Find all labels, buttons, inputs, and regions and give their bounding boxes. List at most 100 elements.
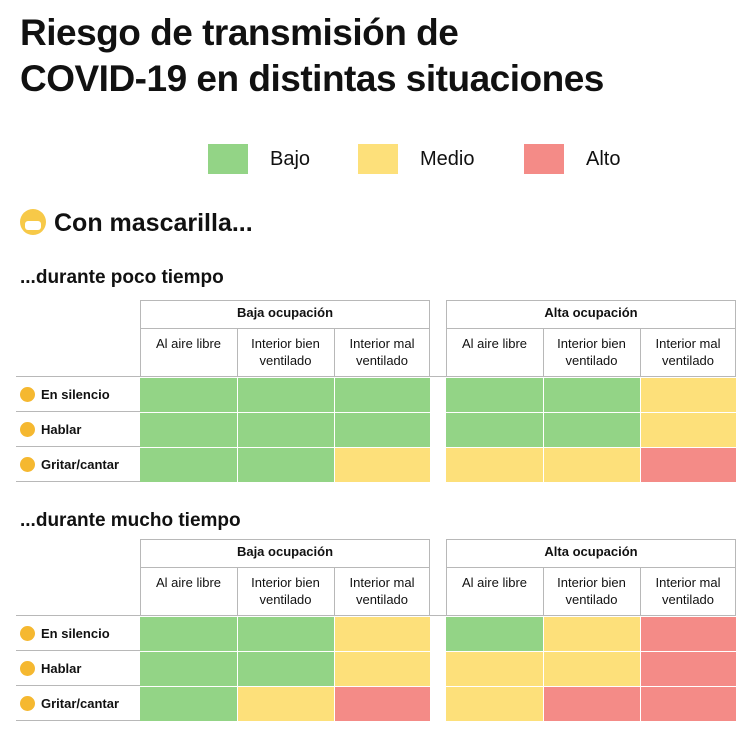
- risk-cell: [335, 687, 430, 721]
- row-separator: [16, 685, 140, 686]
- column-header: Interior bien ventilado: [557, 336, 626, 368]
- column-divider: [237, 328, 238, 376]
- legend-swatch-alto: [524, 144, 564, 174]
- group-frame-left: [446, 539, 447, 615]
- mask-face-icon: [20, 209, 46, 235]
- column-header: Interior mal ventilado: [349, 575, 415, 607]
- risk-table-long: Baja ocupación Al aire libre Interior bien…: [0, 539, 754, 721]
- face-emoji-icon: [20, 626, 35, 641]
- risk-cell: [140, 413, 237, 447]
- header-baseline: [16, 615, 736, 616]
- column-divider: [640, 328, 641, 376]
- row-label: Hablar: [16, 412, 140, 447]
- group-header: Baja ocupación: [236, 544, 334, 559]
- column-divider: [640, 567, 641, 615]
- risk-cell: [544, 413, 640, 447]
- column-header: Interior bien ventilado: [251, 336, 320, 368]
- column-header: Interior mal ventilado: [655, 336, 721, 368]
- risk-cell: [140, 652, 237, 686]
- header-baseline: [16, 376, 736, 377]
- column-divider: [237, 567, 238, 615]
- row-label: Hablar: [16, 651, 140, 686]
- risk-cell: [446, 413, 543, 447]
- risk-cell: [446, 687, 543, 721]
- risk-cell: [641, 617, 736, 651]
- row-label-text: En silencio: [41, 387, 110, 402]
- group-header: Baja ocupación: [236, 305, 334, 320]
- group-frame-right: [429, 539, 430, 615]
- column-header: Al aire libre: [461, 336, 528, 351]
- risk-cell: [446, 617, 543, 651]
- legend-label-medio: Medio: [420, 148, 475, 170]
- risk-cell: [446, 378, 543, 412]
- column-header: Interior bien ventilado: [557, 575, 626, 607]
- risk-cell: [544, 652, 640, 686]
- group-frame-top: [446, 539, 736, 540]
- column-divider: [334, 328, 335, 376]
- column-divider: [543, 328, 544, 376]
- risk-cell: [238, 448, 334, 482]
- row-separator: [16, 411, 140, 412]
- table-subtitle-long: ...durante mucho tiempo: [20, 510, 241, 531]
- risk-cell: [335, 617, 430, 651]
- group-header-divider: [140, 328, 430, 329]
- risk-cell: [641, 687, 736, 721]
- risk-cell: [335, 448, 430, 482]
- group-frame-left: [140, 539, 141, 615]
- risk-cell: [140, 378, 237, 412]
- group-header-divider: [446, 567, 736, 568]
- face-emoji-icon: [20, 457, 35, 472]
- face-emoji-icon: [20, 422, 35, 437]
- risk-cell: [238, 617, 334, 651]
- column-header: Al aire libre: [461, 575, 528, 590]
- group-header: Alta ocupación: [544, 544, 638, 559]
- group-header: Alta ocupación: [544, 305, 638, 320]
- group-header-divider: [446, 328, 736, 329]
- group-frame-top: [446, 300, 736, 301]
- column-header: Interior mal ventilado: [655, 575, 721, 607]
- face-emoji-icon: [20, 661, 35, 676]
- row-label-text: En silencio: [41, 626, 110, 641]
- row-label-text: Hablar: [41, 422, 82, 437]
- row-label: Gritar/cantar: [16, 686, 140, 721]
- legend-swatch-bajo: [208, 144, 248, 174]
- column-header: Al aire libre: [155, 336, 222, 351]
- group-frame-right: [735, 539, 736, 615]
- risk-cell: [446, 448, 543, 482]
- risk-cell: [335, 652, 430, 686]
- row-label-text: Hablar: [41, 661, 82, 676]
- risk-cell: [544, 617, 640, 651]
- title-line-2: COVID-19 en distintas situaciones: [20, 58, 604, 99]
- section-heading: Con mascarilla...: [20, 207, 253, 239]
- column-header: Interior bien ventilado: [251, 575, 320, 607]
- risk-table-short: Baja ocupación Al aire libre Interior bien…: [0, 300, 754, 482]
- table-subtitle-short: ...durante poco tiempo: [20, 267, 224, 288]
- risk-cell: [335, 378, 430, 412]
- risk-cell: [544, 448, 640, 482]
- risk-cell: [641, 652, 736, 686]
- group-frame-left: [140, 300, 141, 376]
- risk-cell: [544, 687, 640, 721]
- legend-swatch-medio: [358, 144, 398, 174]
- column-divider: [334, 567, 335, 615]
- risk-cell: [641, 378, 736, 412]
- row-separator: [16, 446, 140, 447]
- row-separator: [16, 481, 140, 482]
- risk-cell: [335, 413, 430, 447]
- group-header-divider: [140, 567, 430, 568]
- risk-cell: [544, 378, 640, 412]
- risk-cell: [140, 687, 237, 721]
- column-header: Interior mal ventilado: [349, 336, 415, 368]
- row-label: En silencio: [16, 377, 140, 412]
- risk-cell: [238, 687, 334, 721]
- risk-cell: [238, 652, 334, 686]
- row-label-text: Gritar/cantar: [41, 457, 120, 472]
- face-emoji-icon: [20, 696, 35, 711]
- group-frame-right: [429, 300, 430, 376]
- risk-cell: [446, 652, 543, 686]
- group-frame-left: [446, 300, 447, 376]
- risk-cell: [641, 413, 736, 447]
- row-separator: [16, 650, 140, 651]
- group-frame-right: [735, 300, 736, 376]
- row-separator: [16, 720, 140, 721]
